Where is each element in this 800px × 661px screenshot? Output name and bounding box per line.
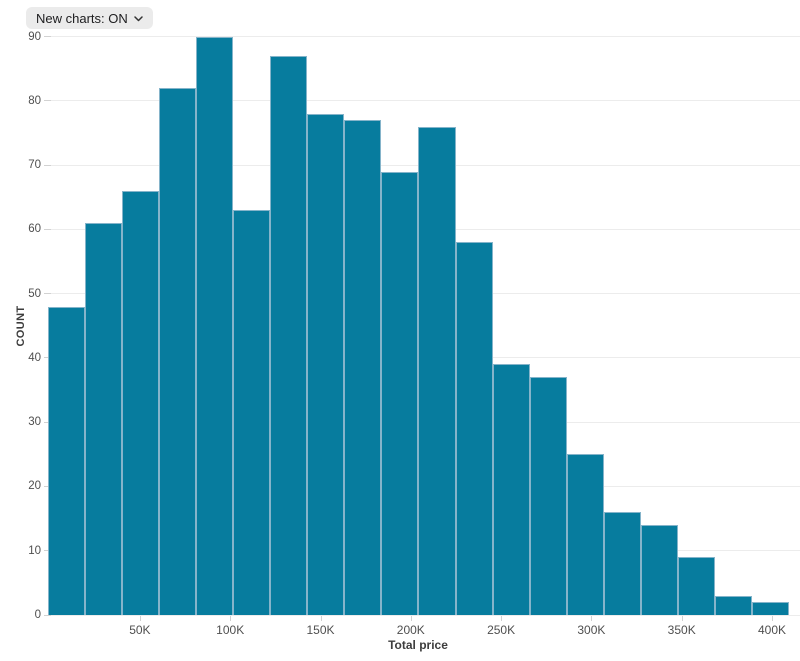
histogram-bar[interactable] [492,364,530,615]
new-charts-dropdown[interactable]: New charts: ON [26,7,153,29]
x-tick-label: 150K [306,623,335,637]
y-tick-mark [44,228,51,230]
x-axis-title: Total price [388,638,448,652]
x-tick-label: 50K [129,623,151,637]
x-tick-label: 350K [667,623,696,637]
y-tick-mark [44,550,51,552]
histogram-bar[interactable] [418,126,456,615]
histogram-bar[interactable] [566,454,604,615]
histogram-bar[interactable] [752,602,790,615]
histogram-bar[interactable] [529,377,567,615]
y-tick-label: 20 [28,480,41,493]
chevron-down-icon [134,15,143,22]
y-tick-mark [44,485,51,487]
histogram-bar[interactable] [84,223,122,615]
y-gridline [44,100,800,102]
histogram-bar[interactable] [677,557,715,615]
histogram-bar[interactable] [640,525,678,615]
new-charts-label: New charts: ON [36,10,128,26]
x-tick-label: 300K [577,623,606,637]
y-tick-mark [44,421,51,423]
y-tick-mark [44,357,51,359]
histogram-bar[interactable] [307,113,345,615]
x-tick-mark [501,616,503,621]
y-tick-label: 40 [28,351,41,364]
y-tick-label: 80 [28,94,41,107]
y-tick-label: 70 [28,159,41,172]
y-tick-mark [44,164,51,166]
x-tick-label: 250K [487,623,516,637]
y-axis-title: COUNT [15,305,27,347]
y-tick-label: 90 [28,30,41,43]
x-tick-mark [591,616,593,621]
x-tick-mark [320,616,322,621]
x-tick-mark [230,616,232,621]
y-tick-label: 50 [28,287,41,300]
histogram-bar[interactable] [714,595,753,615]
x-tick-mark [772,616,773,621]
histogram-bar[interactable] [47,306,85,615]
y-tick-mark [44,614,51,616]
y-tick-label: 30 [28,416,41,429]
x-tick-mark [410,616,412,621]
y-tick-mark [44,100,51,102]
histogram-bar[interactable] [455,242,493,615]
histogram-bar[interactable] [233,210,271,615]
histogram-bar[interactable] [196,36,234,615]
histogram-bar[interactable] [344,120,382,615]
y-gridline [44,614,800,616]
histogram-bar[interactable] [603,512,641,615]
y-tick-mark [44,36,51,38]
x-tick-mark [139,616,141,621]
x-tick-label: 400K [757,623,787,637]
y-gridline [44,36,800,38]
histogram-bar[interactable] [270,55,308,615]
y-tick-label: 0 [34,609,41,621]
histogram-bar[interactable] [121,190,159,615]
y-tick-mark [44,293,51,295]
histogram-bar[interactable] [158,88,197,615]
x-tick-label: 200K [396,623,425,637]
x-tick-mark [681,616,683,621]
y-tick-label: 10 [28,544,41,557]
y-tick-label: 60 [28,223,41,236]
x-tick-label: 100K [216,623,245,637]
histogram-bar[interactable] [381,171,419,615]
